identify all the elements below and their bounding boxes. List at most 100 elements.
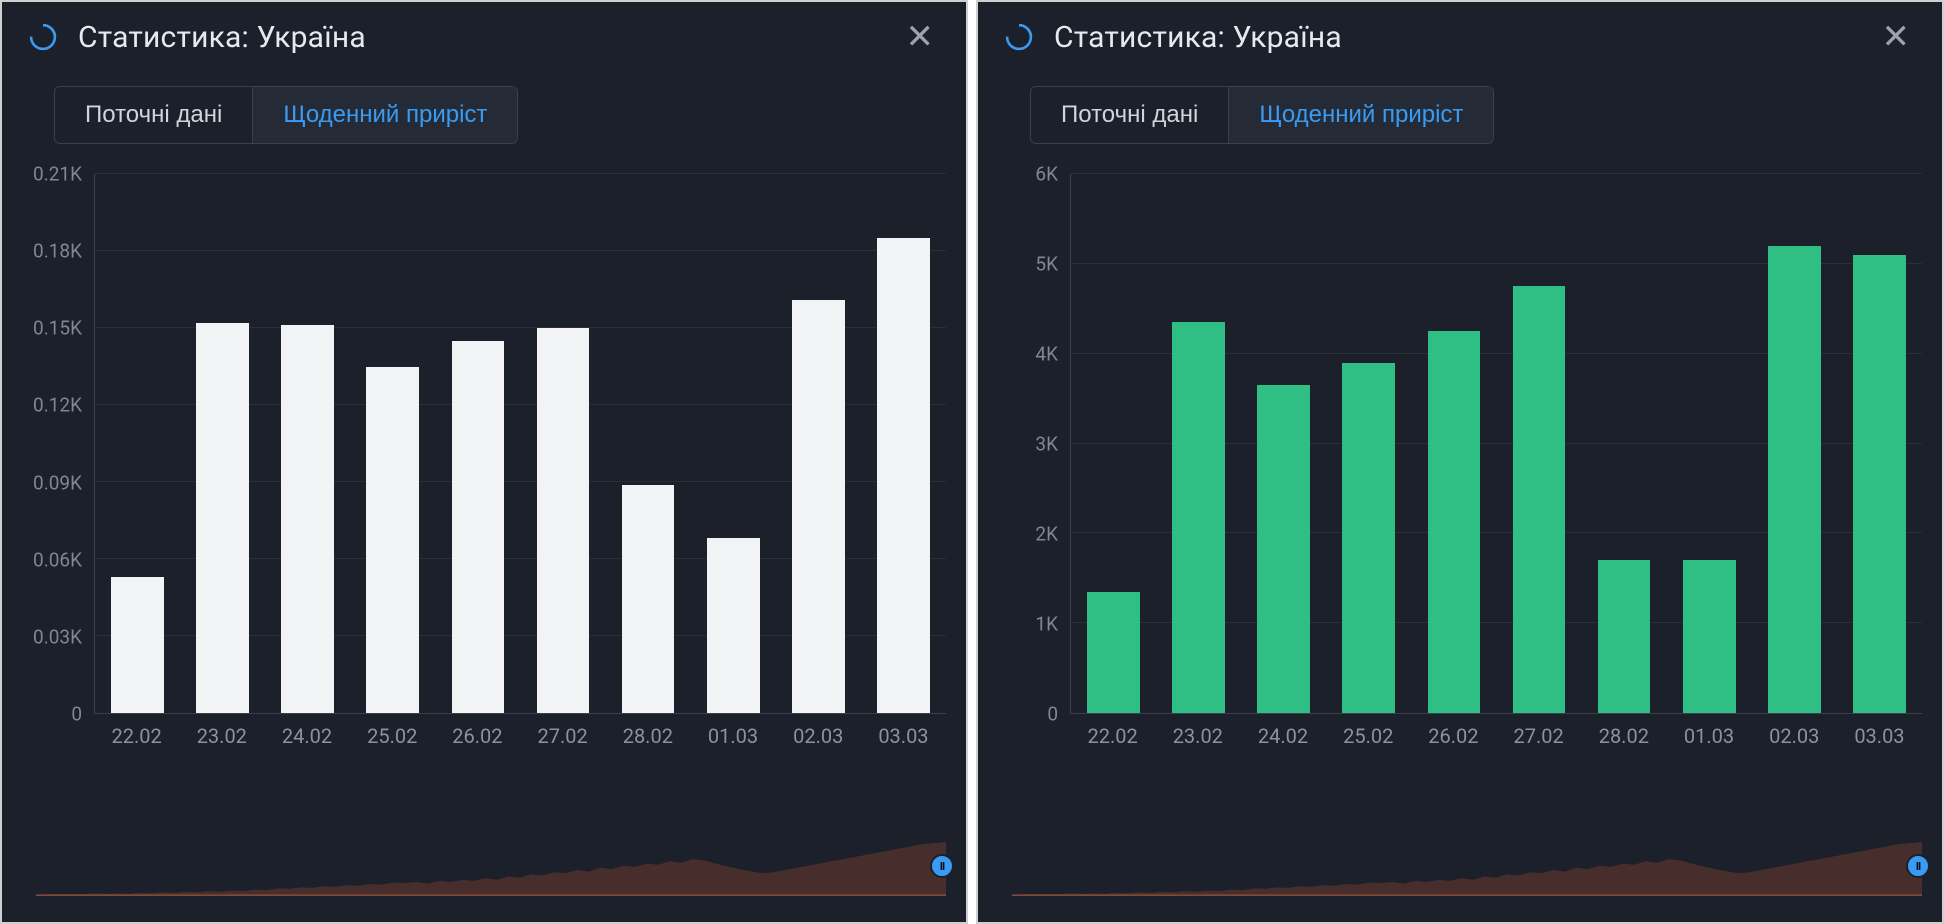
x-tick-label: 22.02	[94, 714, 179, 754]
overview-timeline[interactable]: II	[36, 836, 946, 896]
bar[interactable]	[537, 328, 590, 713]
bar[interactable]	[1853, 255, 1906, 713]
bar-slot	[606, 174, 691, 713]
close-icon[interactable]: ✕	[898, 16, 943, 58]
y-tick-label: 5K	[1035, 253, 1058, 276]
x-tick-label: 24.02	[264, 714, 349, 754]
bar[interactable]	[1342, 363, 1395, 713]
y-tick-label: 2K	[1035, 523, 1058, 546]
bar[interactable]	[1513, 286, 1566, 713]
x-tick-label: 01.03	[690, 714, 775, 754]
y-tick-label: 0	[71, 703, 82, 726]
overview-timeline[interactable]: II	[1012, 836, 1922, 896]
overview-handle[interactable]: II	[1906, 854, 1930, 878]
stats-icon	[26, 20, 60, 54]
bar[interactable]	[452, 341, 505, 713]
tab-group: Поточні даніЩоденний приріст	[1030, 86, 1494, 144]
x-tick-label: 23.02	[1155, 714, 1240, 754]
y-tick-label: 1K	[1035, 613, 1058, 636]
bar-slot	[180, 174, 265, 713]
y-tick-label: 0.03K	[33, 625, 82, 648]
stats-icon	[1002, 20, 1036, 54]
y-tick-label: 0.09K	[33, 471, 82, 494]
bar[interactable]	[111, 577, 164, 713]
bar-slot	[1837, 174, 1922, 713]
bar[interactable]	[1172, 322, 1225, 713]
y-tick-label: 0.12K	[33, 394, 82, 417]
tab-group: Поточні даніЩоденний приріст	[54, 86, 518, 144]
bar-slot	[1071, 174, 1156, 713]
x-tick-label: 03.03	[861, 714, 946, 754]
bar-slot	[520, 174, 605, 713]
bar-slot	[1411, 174, 1496, 713]
bar-slot	[1582, 174, 1667, 713]
x-tick-label: 28.02	[605, 714, 690, 754]
y-tick-label: 0.18K	[33, 240, 82, 263]
bar[interactable]	[1257, 385, 1310, 713]
bar[interactable]	[1598, 560, 1651, 713]
y-tick-label: 0	[1047, 703, 1058, 726]
x-tick-label: 27.02	[520, 714, 605, 754]
bar-slot	[95, 174, 180, 713]
bar[interactable]	[1428, 331, 1481, 713]
bar-slot	[435, 174, 520, 713]
panel-title: Статистика: Україна	[78, 20, 366, 55]
y-tick-label: 0.06K	[33, 548, 82, 571]
bar[interactable]	[792, 300, 845, 713]
x-tick-label: 26.02	[435, 714, 520, 754]
y-tick-label: 4K	[1035, 343, 1058, 366]
bar[interactable]	[281, 325, 334, 713]
bar-slot	[691, 174, 776, 713]
x-tick-label: 24.02	[1240, 714, 1325, 754]
chart: 01K2K3K4K5K6K22.0223.0224.0225.0226.0227…	[998, 174, 1922, 754]
bar-slot	[776, 174, 861, 713]
bar-slot	[265, 174, 350, 713]
x-tick-label: 02.03	[1752, 714, 1837, 754]
overview-handle[interactable]: II	[930, 854, 954, 878]
x-tick-label: 26.02	[1411, 714, 1496, 754]
tab-current-data[interactable]: Поточні дані	[55, 87, 252, 143]
panel-header: Статистика: Україна ✕	[2, 2, 966, 68]
plot-area	[1070, 174, 1922, 714]
bar-slot	[1752, 174, 1837, 713]
plot-area	[94, 174, 946, 714]
bar[interactable]	[196, 323, 249, 713]
bar[interactable]	[877, 238, 930, 713]
chart: 00.03K0.06K0.09K0.12K0.15K0.18K0.21K22.0…	[22, 174, 946, 754]
x-tick-label: 01.03	[1666, 714, 1751, 754]
stats-panel: Статистика: Україна ✕ Поточні даніЩоденний…	[0, 0, 968, 924]
bar-slot	[1496, 174, 1581, 713]
tab-daily-growth[interactable]: Щоденний приріст	[1228, 87, 1493, 143]
y-axis-labels: 01K2K3K4K5K6K	[998, 174, 1066, 714]
bar[interactable]	[622, 485, 675, 713]
tab-daily-growth[interactable]: Щоденний приріст	[252, 87, 517, 143]
bar[interactable]	[366, 367, 419, 714]
x-tick-label: 02.03	[776, 714, 861, 754]
x-tick-label: 27.02	[1496, 714, 1581, 754]
y-tick-label: 0.21K	[33, 163, 82, 186]
x-tick-label: 25.02	[1326, 714, 1411, 754]
bars-container	[95, 174, 946, 713]
bar[interactable]	[1087, 592, 1140, 713]
x-tick-label: 25.02	[350, 714, 435, 754]
bar[interactable]	[707, 538, 760, 713]
panel-header: Статистика: Україна ✕	[978, 2, 1942, 68]
bar-slot	[861, 174, 946, 713]
bar-slot	[350, 174, 435, 713]
bar[interactable]	[1768, 246, 1821, 713]
y-axis-labels: 00.03K0.06K0.09K0.12K0.15K0.18K0.21K	[22, 174, 90, 714]
bar[interactable]	[1683, 560, 1736, 713]
x-tick-label: 03.03	[1837, 714, 1922, 754]
close-icon[interactable]: ✕	[1874, 16, 1919, 58]
tab-current-data[interactable]: Поточні дані	[1031, 87, 1228, 143]
bar-slot	[1241, 174, 1326, 713]
bar-slot	[1667, 174, 1752, 713]
y-tick-label: 6K	[1035, 163, 1058, 186]
x-axis-labels: 22.0223.0224.0225.0226.0227.0228.0201.03…	[94, 714, 946, 754]
panel-title: Статистика: Україна	[1054, 20, 1342, 55]
x-axis-labels: 22.0223.0224.0225.0226.0227.0228.0201.03…	[1070, 714, 1922, 754]
bar-slot	[1156, 174, 1241, 713]
y-tick-label: 3K	[1035, 433, 1058, 456]
y-tick-label: 0.15K	[33, 317, 82, 340]
bar-slot	[1326, 174, 1411, 713]
